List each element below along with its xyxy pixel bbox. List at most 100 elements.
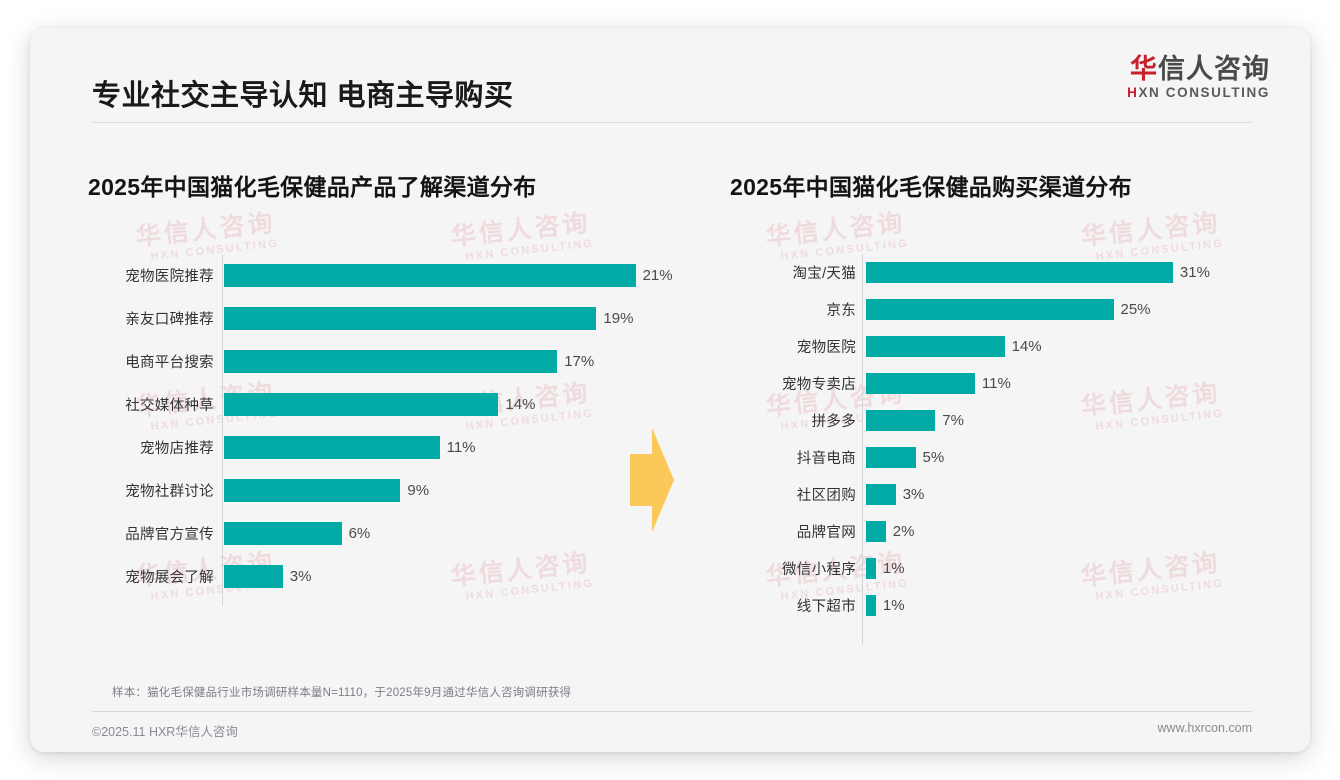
bar-track: 7% [864,402,1270,439]
bar-value-label: 1% [882,560,905,577]
bar-track: 5% [864,439,1270,476]
bar-track: 25% [864,291,1270,328]
chart-panel-awareness: 2025年中国猫化毛保健品产品了解渠道分布 宠物医院推荐 21% 亲友口碑推荐 19%… [88,168,688,606]
bar-category-label: 京东 [826,303,856,319]
company-logo: 华信人咨询 HXN CONSULTING [1127,55,1270,101]
logo-cn-red: 华 [1130,54,1158,84]
bar-category-label: 淘宝/天猫 [792,266,856,282]
bar-value-label: 31% [1179,264,1210,281]
bar-row: 电商平台搜索 17% [88,340,688,383]
bar-row: 线下超市 1% [730,587,1270,624]
logo-cn-rest: 信人咨询 [1158,54,1270,84]
chart-title-awareness: 2025年中国猫化毛保健品产品了解渠道分布 [88,174,537,200]
bar-category-label: 宠物店推荐 [140,441,214,457]
bar-value-label: 19% [603,310,634,327]
bar-row: 品牌官网 2% [730,513,1270,550]
bar-track: 9% [222,469,688,512]
bar-track: 1% [864,550,1270,587]
bar-fill [224,350,558,373]
footer-website[interactable]: www.hxrcon.com [1157,721,1252,735]
bar-category-label: 宠物社群讨论 [125,484,214,500]
bar-value-label: 17% [564,353,595,370]
right-arrow-icon [630,428,674,532]
bar-row: 宠物专卖店 11% [730,365,1270,402]
bar-value-label: 1% [882,597,905,614]
chart-axis-line [862,254,863,644]
logo-en-rest: XN CONSULTING [1138,85,1270,101]
bar-fill [866,299,1114,320]
bar-fill [866,373,975,394]
bar-row: 拼多多 7% [730,402,1270,439]
bar-value-label: 2% [892,523,915,540]
bar-fill [866,410,936,431]
bar-category-label: 宠物医院推荐 [125,269,214,285]
bar-row: 京东 25% [730,291,1270,328]
bar-value-label: 11% [446,439,476,456]
bar-row: 品牌官方宣传 6% [88,512,688,555]
bar-value-label: 7% [942,412,964,429]
bar-fill [866,484,896,505]
bar-track: 19% [222,297,688,340]
logo-english-text: HXN CONSULTING [1127,85,1270,100]
bar-category-label: 宠物展会了解 [125,570,214,586]
bar-fill [866,447,916,468]
bar-row: 宠物医院推荐 21% [88,254,688,297]
bar-track: 1% [864,587,1270,624]
bar-track: 3% [222,555,688,598]
bar-row: 宠物医院 14% [730,328,1270,365]
bar-track: 14% [222,383,688,426]
sample-footnote: 样本：猫化毛保健品行业市场调研样本量N=1110，于2025年9月通过华信人咨询… [112,687,572,699]
bar-category-label: 品牌官网 [796,525,856,541]
bar-track: 3% [864,476,1270,513]
bar-row: 宠物社群讨论 9% [88,469,688,512]
bar-track: 14% [864,328,1270,365]
bar-category-label: 社交媒体种草 [125,398,214,414]
page-title: 专业社交主导认知 电商主导购买 [92,80,514,112]
bar-category-label: 亲友口碑推荐 [125,312,214,328]
bar-fill [866,595,876,616]
bar-category-label: 线下超市 [796,599,856,615]
bar-row: 亲友口碑推荐 19% [88,297,688,340]
bar-track: 2% [864,513,1270,550]
logo-chinese-text: 华信人咨询 [1127,55,1270,83]
bar-fill [866,521,886,542]
bar-row: 社交媒体种草 14% [88,383,688,426]
bar-track: 17% [222,340,688,383]
chart-body-purchase: 淘宝/天猫 31% 京东 25% 宠物医院 14% 宠物专卖店 11% 拼多多 7% 抖音电商 5% 社… [730,254,1270,644]
bar-category-label: 宠物专卖店 [782,377,856,393]
footer-divider [92,711,1252,712]
bar-track: 31% [864,254,1270,291]
bar-row: 宠物展会了解 3% [88,555,688,598]
bar-value-label: 6% [348,525,371,542]
bar-category-label: 抖音电商 [796,451,856,467]
bar-value-label: 25% [1120,301,1151,318]
bar-value-label: 9% [407,482,430,499]
bar-category-label: 社区团购 [796,488,856,504]
bar-row: 淘宝/天猫 31% [730,254,1270,291]
chart-axis-line [222,254,223,606]
bar-value-label: 3% [289,568,312,585]
bar-category-label: 微信小程序 [782,562,856,578]
bar-value-label: 11% [981,375,1011,392]
bar-row: 宠物店推荐 11% [88,426,688,469]
bar-value-label: 3% [902,486,925,503]
bar-value-label: 14% [1011,338,1042,355]
bar-fill [224,436,440,459]
chart-panel-purchase: 2025年中国猫化毛保健品购买渠道分布 淘宝/天猫 31% 京东 25% 宠物医院 14%… [730,168,1270,644]
bar-row: 社区团购 3% [730,476,1270,513]
bar-fill [866,558,876,579]
bar-fill [224,393,499,416]
logo-en-red: H [1127,85,1139,101]
header-divider [92,122,1252,123]
bar-category-label: 宠物医院 [796,340,856,356]
bar-rows-awareness: 宠物医院推荐 21% 亲友口碑推荐 19% 电商平台搜索 17% 社交媒体种草 14% 宠物店推… [88,254,688,598]
bar-track: 11% [222,426,688,469]
bar-fill [224,522,342,545]
bar-row: 微信小程序 1% [730,550,1270,587]
bar-fill [224,565,283,588]
footer-copyright: ©2025.11 HXR华信人咨询 [92,725,238,739]
bar-fill [224,479,401,502]
bar-fill [224,264,636,287]
bar-track: 21% [222,254,688,297]
bar-fill [224,307,597,330]
